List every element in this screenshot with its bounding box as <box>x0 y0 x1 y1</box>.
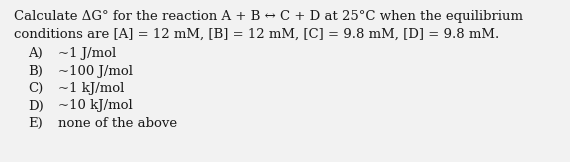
Text: ~1 kJ/mol: ~1 kJ/mol <box>58 82 124 95</box>
Text: Calculate ΔG° for the reaction A + B ↔ C + D at 25°C when the equilibrium: Calculate ΔG° for the reaction A + B ↔ C… <box>14 10 523 23</box>
Text: ~1 J/mol: ~1 J/mol <box>58 47 116 60</box>
Text: B): B) <box>28 64 43 77</box>
Text: ~100 J/mol: ~100 J/mol <box>58 64 133 77</box>
Text: D): D) <box>28 99 44 112</box>
Text: C): C) <box>28 82 43 95</box>
Text: none of the above: none of the above <box>58 117 177 130</box>
Text: E): E) <box>28 117 43 130</box>
Text: ~10 kJ/mol: ~10 kJ/mol <box>58 99 133 112</box>
Text: A): A) <box>28 47 43 60</box>
Text: conditions are [A] = 12 mM, [B] = 12 mM, [C] = 9.8 mM, [D] = 9.8 mM.: conditions are [A] = 12 mM, [B] = 12 mM,… <box>14 28 499 40</box>
